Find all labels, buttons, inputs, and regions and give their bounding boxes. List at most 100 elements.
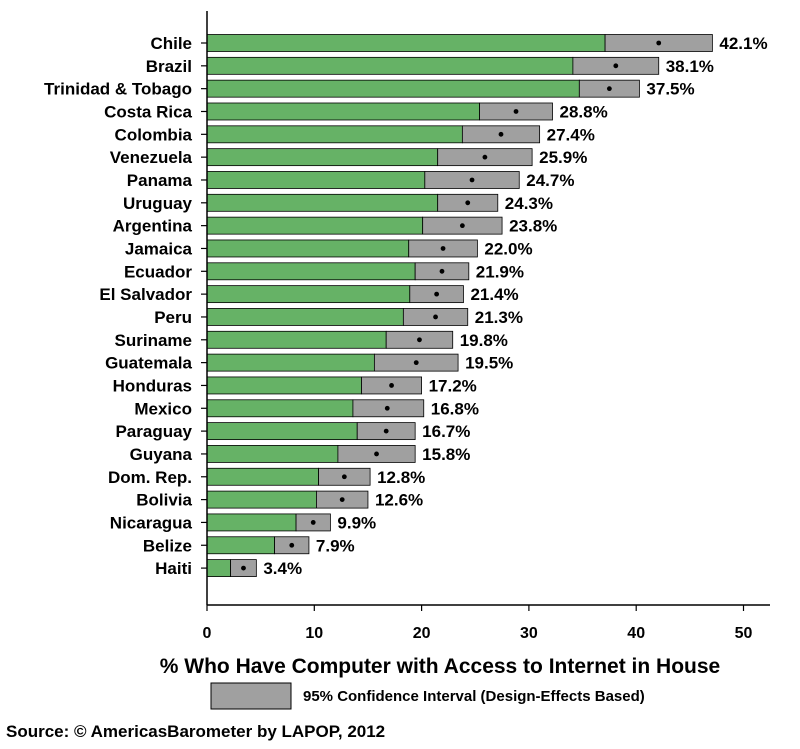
value-label-row-20: 12.6% bbox=[375, 491, 423, 510]
category-label-row-1: Brazil bbox=[146, 57, 192, 76]
point-estimate-row-6 bbox=[469, 177, 475, 183]
bar-row-2 bbox=[206, 79, 580, 98]
category-label-row-13: Suriname bbox=[115, 331, 192, 350]
category-label-row-16: Mexico bbox=[134, 399, 192, 418]
point-estimate-row-0 bbox=[656, 40, 662, 46]
value-label-row-12: 21.3% bbox=[475, 308, 523, 327]
value-label-row-19: 12.8% bbox=[377, 468, 425, 487]
bars-layer: 42.1% Chile 38.1% Brazil 37.5% Trinidad & Tob… bbox=[44, 34, 768, 578]
category-label-row-9: Jamaica bbox=[125, 239, 193, 258]
x-tick-label-40: 40 bbox=[627, 625, 645, 642]
value-label-row-22: 7.9% bbox=[316, 536, 355, 555]
bar-row-13 bbox=[206, 330, 387, 349]
point-estimate-row-4 bbox=[498, 131, 504, 137]
bar-row-7 bbox=[206, 193, 439, 212]
value-label-row-3: 28.8% bbox=[560, 102, 608, 121]
value-label-row-5: 25.9% bbox=[539, 148, 587, 167]
bar-row-17 bbox=[206, 422, 358, 441]
legend: 95% Confidence Interval (Design-Effects … bbox=[210, 682, 645, 710]
value-label-row-13: 19.8% bbox=[460, 331, 508, 350]
value-label-row-21: 9.9% bbox=[337, 513, 376, 532]
value-label-row-11: 21.4% bbox=[470, 285, 518, 304]
category-label-row-3: Costa Rica bbox=[104, 102, 192, 121]
point-estimate-row-17 bbox=[383, 428, 389, 434]
bar-row-3 bbox=[206, 102, 480, 121]
value-label-row-18: 15.8% bbox=[422, 445, 470, 464]
bar-row-5 bbox=[206, 148, 439, 167]
category-label-row-12: Peru bbox=[154, 308, 192, 327]
value-label-row-9: 22.0% bbox=[484, 239, 532, 258]
bar-row-6 bbox=[206, 171, 426, 189]
category-label-row-10: Ecuador bbox=[124, 262, 192, 281]
point-estimate-row-7 bbox=[465, 200, 471, 206]
bar-row-14 bbox=[206, 353, 375, 372]
x-axis: 0 10 20 30 40 50 bbox=[203, 11, 770, 642]
point-estimate-row-23 bbox=[241, 565, 246, 571]
point-estimate-row-21 bbox=[310, 520, 316, 525]
point-estimate-row-19 bbox=[341, 474, 347, 480]
category-label-row-14: Guatemala bbox=[105, 354, 192, 373]
value-label-row-2: 37.5% bbox=[646, 80, 694, 99]
x-tick-label-10: 10 bbox=[305, 625, 323, 642]
bar-row-9 bbox=[206, 239, 410, 258]
category-label-row-4: Colombia bbox=[115, 125, 193, 144]
category-label-row-19: Dom. Rep. bbox=[108, 468, 192, 487]
bar-row-11 bbox=[206, 285, 411, 304]
bar-row-0 bbox=[206, 34, 606, 52]
category-label-row-0: Chile bbox=[150, 34, 192, 53]
value-label-row-14: 19.5% bbox=[465, 354, 513, 373]
x-tick-label-50: 50 bbox=[735, 625, 753, 642]
value-label-row-16: 16.8% bbox=[431, 399, 479, 418]
point-estimate-row-1 bbox=[613, 63, 619, 69]
category-label-row-6: Panama bbox=[127, 171, 193, 190]
x-axis-title: % Who Have Computer with Access to Inter… bbox=[160, 655, 720, 678]
bar-row-12 bbox=[206, 308, 404, 326]
category-label-row-21: Nicaragua bbox=[110, 513, 193, 532]
x-tick-label-0: 0 bbox=[203, 625, 212, 642]
category-label-row-7: Uruguay bbox=[123, 194, 193, 213]
bar-row-15 bbox=[206, 376, 362, 395]
bar-row-19 bbox=[206, 467, 319, 486]
value-label-row-10: 21.9% bbox=[476, 262, 524, 281]
bar-row-23 bbox=[206, 559, 232, 577]
source-note: Source: © AmericasBarometer by LAPOP, 20… bbox=[6, 722, 385, 741]
value-label-row-17: 16.7% bbox=[422, 422, 470, 441]
category-label-row-5: Venezuela bbox=[110, 148, 193, 167]
point-estimate-row-15 bbox=[389, 383, 394, 388]
legend-label: 95% Confidence Interval (Design-Effects … bbox=[303, 688, 645, 705]
point-estimate-row-20 bbox=[339, 497, 345, 502]
point-estimate-row-10 bbox=[439, 268, 445, 274]
value-label-row-7: 24.3% bbox=[505, 194, 553, 213]
bar-row-10 bbox=[206, 262, 416, 281]
value-label-row-23: 3.4% bbox=[263, 559, 302, 578]
value-label-row-6: 24.7% bbox=[526, 171, 574, 190]
point-estimate-row-22 bbox=[289, 542, 295, 548]
point-estimate-row-13 bbox=[417, 337, 422, 343]
x-tick-label-30: 30 bbox=[520, 625, 538, 642]
category-label-row-2: Trinidad & Tobago bbox=[44, 80, 192, 99]
category-label-row-11: El Salvador bbox=[99, 285, 192, 304]
value-label-row-1: 38.1% bbox=[666, 57, 714, 76]
bar-row-1 bbox=[206, 56, 574, 75]
point-estimate-row-9 bbox=[440, 246, 446, 251]
legend-swatch bbox=[210, 682, 292, 710]
point-estimate-row-11 bbox=[434, 291, 440, 297]
category-label-row-23: Haiti bbox=[155, 559, 192, 578]
point-estimate-row-5 bbox=[482, 154, 488, 160]
value-label-row-8: 23.8% bbox=[509, 217, 557, 236]
bar-row-20 bbox=[206, 490, 317, 509]
category-label-row-22: Belize bbox=[143, 536, 192, 555]
value-label-row-4: 27.4% bbox=[547, 125, 595, 144]
category-label-row-15: Honduras bbox=[113, 376, 192, 395]
point-estimate-row-12 bbox=[433, 314, 438, 320]
value-label-row-0: 42.1% bbox=[719, 34, 767, 53]
point-estimate-row-18 bbox=[374, 451, 379, 457]
category-label-row-8: Argentina bbox=[113, 217, 193, 236]
bar-row-8 bbox=[206, 216, 424, 235]
value-label-row-15: 17.2% bbox=[429, 376, 477, 395]
bar-row-21 bbox=[206, 513, 297, 532]
point-estimate-row-2 bbox=[606, 86, 612, 92]
bar-row-22 bbox=[206, 536, 275, 555]
point-estimate-row-3 bbox=[513, 109, 519, 114]
